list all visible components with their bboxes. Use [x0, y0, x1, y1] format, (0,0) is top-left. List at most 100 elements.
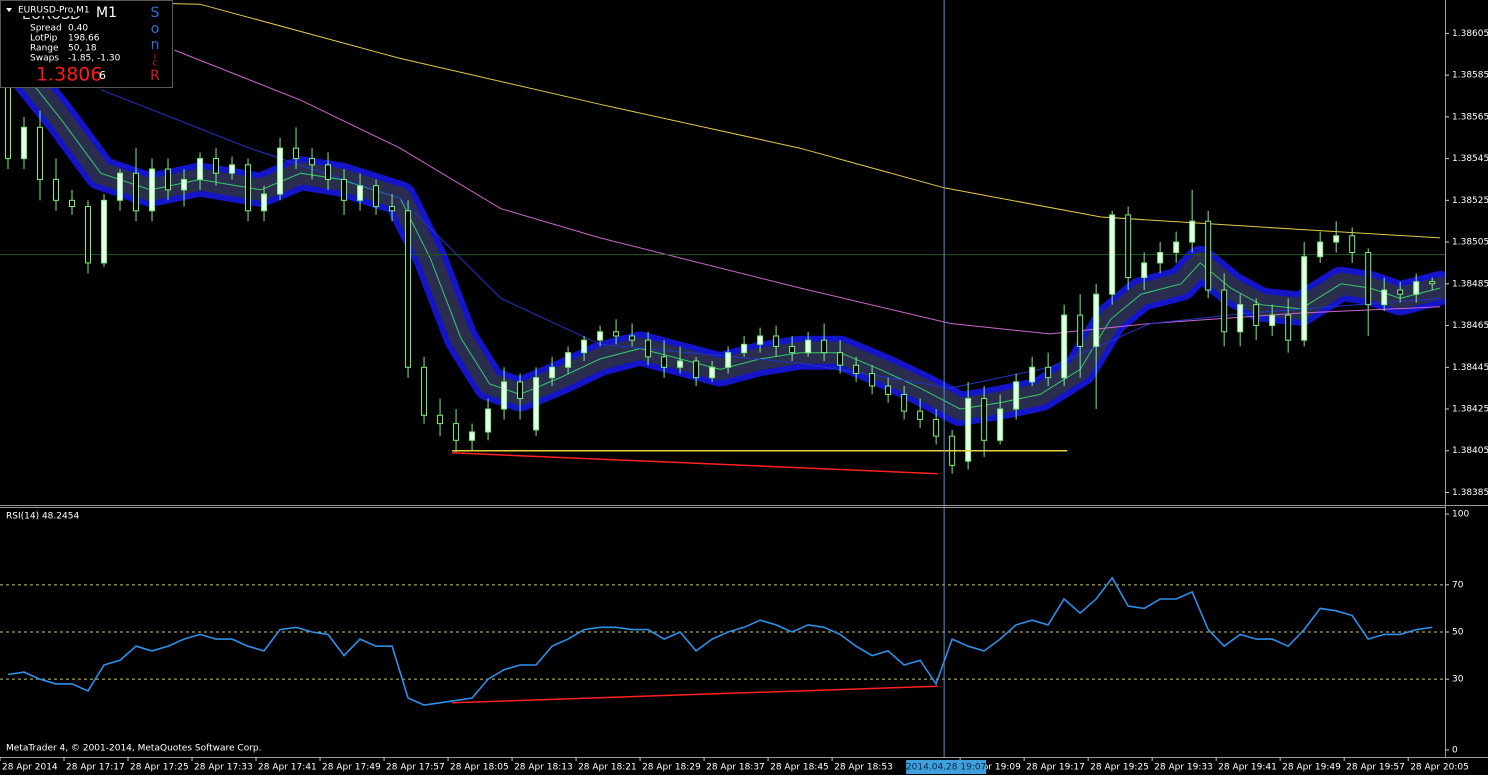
y-tick-label: 0 — [1452, 745, 1458, 755]
symbol[interactable]: EURUSD-Pro,M1 — [18, 6, 90, 16]
dropdown-icon[interactable] — [6, 8, 12, 12]
candle-body — [1157, 252, 1164, 264]
x-tick-label: 28 Apr 18:29 — [642, 763, 701, 773]
candle-body — [997, 408, 1004, 441]
row-label: LotPip — [30, 34, 58, 44]
x-tick-label: 28 Apr 17:49 — [322, 763, 381, 773]
candle-body — [165, 168, 172, 191]
x-tick-label: 28 Apr 19:41 — [1218, 763, 1277, 773]
candle-body — [821, 339, 828, 354]
candle-body — [485, 408, 492, 433]
y-tick-label: 1.38505 — [1452, 238, 1488, 248]
trend-line — [452, 452, 938, 475]
candle-body — [853, 364, 860, 375]
x-tick-label: 28 Apr 17:17 — [66, 763, 125, 773]
candle-body — [21, 126, 28, 160]
candle-body — [1061, 314, 1068, 379]
candle-body — [197, 158, 204, 180]
candle-body — [1029, 366, 1036, 383]
candle-body — [453, 423, 460, 441]
candle-body — [1141, 262, 1148, 279]
footer: MetaTrader 4, © 2001-2014, MetaQuotes So… — [6, 744, 262, 754]
candle-body — [1429, 281, 1436, 285]
moving-average — [100, 89, 1441, 389]
candle-body — [1173, 241, 1180, 254]
candle-body — [245, 164, 252, 212]
y-tick-label: 100 — [1452, 510, 1469, 520]
candle-body — [1205, 220, 1212, 291]
frame — [0, 0, 1488, 758]
candle-body — [917, 410, 924, 420]
candle-body — [965, 398, 972, 462]
y-tick-label: 1.38405 — [1452, 446, 1488, 456]
candle-body — [133, 172, 140, 212]
candle-body — [1221, 289, 1228, 333]
candle-body — [1189, 220, 1196, 243]
candle-body — [629, 335, 636, 341]
candle-body — [1397, 289, 1404, 295]
candle-body — [565, 352, 572, 368]
candle-body — [837, 352, 844, 366]
sonic-letter: c — [153, 59, 158, 69]
y-tick-label: 1.38565 — [1452, 112, 1488, 122]
candle-body — [581, 339, 588, 354]
candle-body — [933, 418, 940, 437]
candle-body — [757, 335, 764, 345]
candle-body — [901, 393, 908, 412]
candle-body — [357, 185, 364, 201]
candle-body — [213, 158, 220, 174]
candle-body — [53, 178, 60, 201]
x-tick-label: 28 Apr 17:41 — [258, 763, 317, 773]
label-bg — [16, 4, 90, 16]
candle-body — [1333, 235, 1340, 243]
price-digit: 6 — [99, 69, 106, 82]
candle-body — [869, 373, 876, 387]
y-tick-label: 70 — [1452, 580, 1464, 590]
y-tick-label: 1.38485 — [1452, 279, 1488, 289]
candle-body — [885, 385, 892, 395]
candle-body — [1253, 304, 1260, 327]
y-tick-label: 1.38385 — [1452, 488, 1488, 498]
rsi-title: RSI(14) 48.2454 — [6, 512, 79, 522]
info-panel: EURUSD EURUSD-Pro,M1 M1 1.3806 6 Spread0… — [0, 0, 173, 88]
candle-body — [69, 199, 76, 208]
candle-body — [1109, 214, 1116, 295]
candle-body — [181, 178, 188, 191]
rsi-line — [7, 576, 1433, 706]
candle-body — [517, 381, 524, 400]
x-tick-label: 28 Apr 19:09 — [962, 763, 1021, 773]
candle-body — [1077, 314, 1084, 347]
candle-body — [661, 356, 668, 368]
moving-average — [0, 0, 1441, 239]
candle-body — [1285, 314, 1292, 341]
candle-body — [805, 339, 812, 354]
candle-body — [549, 366, 556, 379]
candle-body — [645, 339, 652, 358]
candle-body — [325, 164, 332, 180]
candle-body — [117, 172, 124, 201]
candle-body — [1381, 289, 1388, 306]
candle-body — [421, 366, 428, 416]
x-tick-label: 28 Apr 18:45 — [770, 763, 829, 773]
y-tick-label: 30 — [1452, 675, 1464, 685]
candle-body — [101, 199, 108, 264]
y-tick-label: 1.38445 — [1452, 363, 1488, 373]
candle-body — [1301, 256, 1308, 341]
candle-body — [341, 178, 348, 201]
row-value: 50, 18 — [68, 44, 97, 54]
candle-body — [725, 352, 732, 368]
price: 1.3806 — [36, 64, 102, 86]
candle-body — [1365, 252, 1372, 306]
y-tick-label: 1.38525 — [1452, 196, 1488, 206]
x-tick-label: 28 Apr 19:17 — [1026, 763, 1085, 773]
candle-body — [693, 360, 700, 379]
candle-body — [981, 398, 988, 441]
candle-body — [789, 345, 796, 354]
x-tick-label: 28 Apr 2014 — [2, 763, 58, 773]
x-tick-label: 28 Apr 18:05 — [450, 763, 509, 773]
candle-body — [389, 206, 396, 212]
candle-body — [373, 185, 380, 208]
candle-body — [261, 193, 268, 212]
